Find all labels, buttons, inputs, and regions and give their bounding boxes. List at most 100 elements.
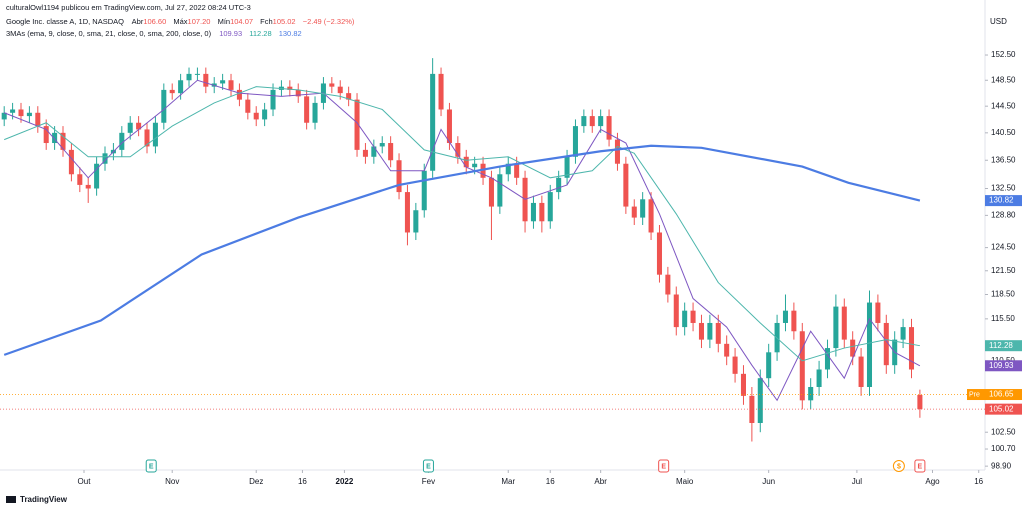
event-label: E (149, 463, 154, 470)
x-tick-label: 16 (298, 477, 307, 486)
candle-body (26, 112, 32, 117)
plot-area (1, 58, 923, 442)
candle-body (68, 149, 74, 175)
candle-body (740, 373, 746, 396)
candle-body (144, 129, 150, 147)
candle-body (404, 192, 410, 233)
close-value: 105.02 (273, 17, 296, 26)
indicator: 3MAs (ema, 9, close, 0, sma, 21, close, … (6, 29, 212, 38)
event-label: $ (897, 463, 901, 470)
candle-body (396, 160, 402, 193)
y-tick-label: 140.50 (991, 128, 1016, 137)
candle-body (371, 146, 377, 157)
candle-body (598, 116, 604, 127)
candle-body (245, 99, 251, 113)
candle-body (413, 210, 419, 233)
indicator-line: 3MAs (ema, 9, close, 0, sma, 21, close, … (6, 29, 302, 38)
candle-body (631, 206, 637, 218)
y-tick-label: 144.50 (991, 101, 1016, 110)
y-tick-label: 128.80 (991, 210, 1016, 219)
candle-body (824, 348, 831, 370)
event-icon (892, 460, 905, 472)
candle-body (178, 80, 184, 94)
candle-body (665, 274, 671, 295)
candle-body (161, 89, 167, 123)
candle-body (766, 352, 772, 379)
event-label: E (426, 463, 431, 470)
candle-body (329, 83, 335, 87)
event-icon (145, 459, 157, 473)
candle-body (60, 132, 66, 150)
candle-body (640, 199, 646, 218)
candle-body (850, 339, 856, 357)
candle-body (421, 170, 427, 211)
candle-body (346, 93, 352, 100)
candle-body (379, 143, 385, 147)
candle-body (799, 331, 805, 401)
ema-value: 109.93 (219, 29, 242, 38)
candle-body (362, 149, 368, 157)
candle-body (564, 156, 570, 178)
candle-body (488, 177, 494, 207)
candle-body (883, 322, 889, 366)
event-label: E (661, 463, 666, 470)
candle-body (1, 112, 7, 120)
candle-body (690, 310, 696, 323)
candle-body (136, 122, 142, 130)
candle-body (270, 89, 276, 110)
event-icon (422, 459, 434, 473)
candle-body (52, 132, 58, 144)
x-tick-label: Nov (165, 477, 179, 486)
candle-body (312, 102, 318, 123)
event-icon (658, 459, 670, 473)
y-tick-label: 152.50 (991, 50, 1016, 59)
y-tick-label: 102.50 (991, 427, 1016, 436)
candle-body (430, 73, 436, 171)
candle-body (682, 310, 688, 328)
open-value: 106.60 (143, 17, 166, 26)
candle-body (572, 126, 578, 157)
change: −2.49 (−2.32%) (303, 17, 355, 26)
candle-body (236, 89, 242, 100)
candle-body (455, 143, 461, 157)
candle-body (866, 302, 873, 387)
prev-close-tag-box (985, 389, 1022, 401)
candle-body (497, 174, 503, 207)
candle-body (581, 116, 587, 127)
candle-body (94, 163, 100, 189)
logo-icon (6, 496, 16, 503)
event-icon (914, 459, 926, 473)
x-tick-label: 16 (546, 477, 555, 486)
candle-body (908, 327, 915, 370)
candle-body (10, 109, 16, 113)
ma-price-tag: 109.93 (989, 361, 1014, 370)
candle-body (833, 306, 839, 349)
candle-body (757, 378, 763, 423)
candle-body (530, 202, 536, 222)
candle-body (262, 109, 268, 120)
candle-body (152, 122, 158, 147)
x-tick-label: Maio (676, 477, 694, 486)
brand-logo: TradingView (6, 495, 68, 504)
symbol-line: Google Inc. classe A, 1D, NASDAQ Abr106.… (6, 17, 355, 26)
x-tick-label: Abr (594, 477, 607, 486)
candle-body (220, 80, 226, 84)
candle-body (858, 356, 864, 387)
candle-body (77, 174, 83, 185)
y-tick-label: 124.50 (991, 243, 1016, 252)
candle-body (514, 163, 520, 178)
x-tick-label: Ago (925, 477, 940, 486)
prev-label-box (967, 389, 985, 401)
x-tick-label: 16 (974, 477, 983, 486)
candle-body (698, 322, 704, 340)
candle-body (707, 322, 713, 340)
high-value: 107.20 (188, 17, 211, 26)
candle-body (35, 112, 41, 127)
published-line: culturalOwl1194 publicou em TradingView.… (6, 3, 251, 12)
candle-body (438, 73, 444, 110)
ma-price-tag-box (985, 340, 1022, 352)
candle-body (228, 80, 234, 90)
candle-body (480, 163, 486, 178)
candle-body (589, 116, 595, 127)
